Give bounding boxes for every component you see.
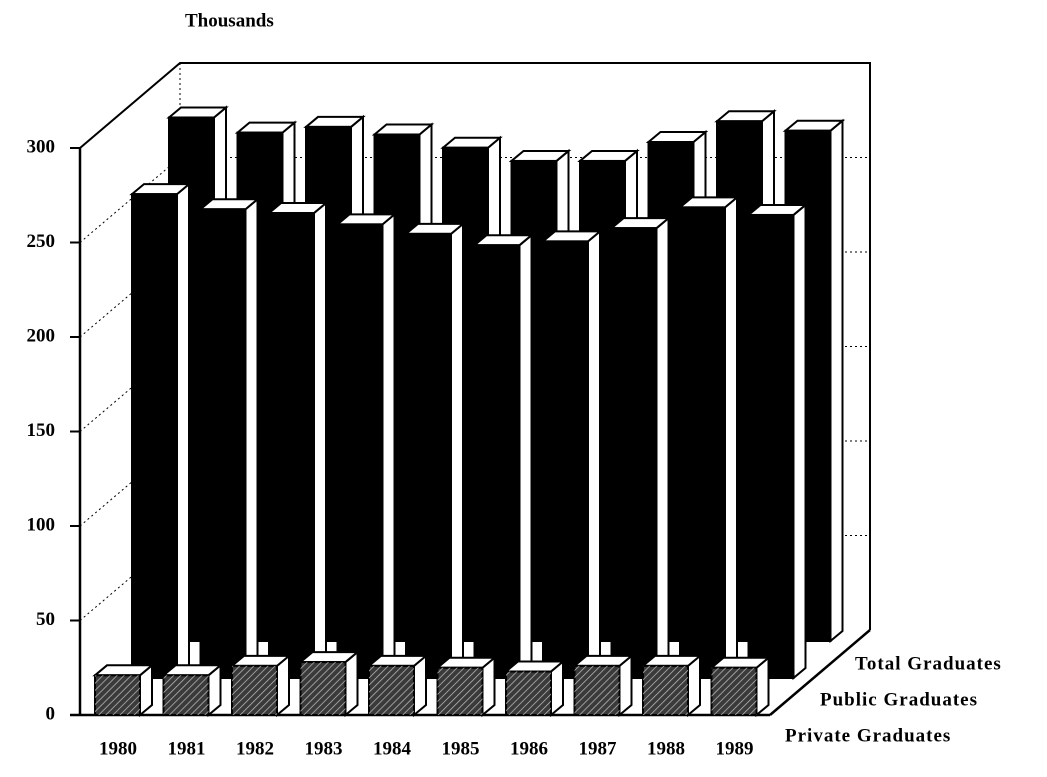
bar-hatch <box>300 662 346 715</box>
bar <box>229 653 292 718</box>
y-tick-label: 200 <box>27 325 56 346</box>
bar-front <box>131 193 178 679</box>
bar-front <box>679 206 726 679</box>
bar <box>471 233 535 681</box>
bar-side <box>724 195 738 681</box>
bar <box>129 182 192 681</box>
grid-line <box>79 62 181 149</box>
bar-side <box>381 212 396 681</box>
bar <box>745 202 809 681</box>
x-tick-label: 1980 <box>99 738 137 759</box>
y-tick-label: 150 <box>27 420 56 441</box>
y-axis-label: Thousands <box>185 10 274 31</box>
bar <box>403 221 466 681</box>
bar-hatch <box>95 675 140 715</box>
bar-front <box>747 213 795 679</box>
bar <box>540 229 603 681</box>
x-tick-label: 1983 <box>305 738 343 759</box>
bar-front <box>199 208 247 679</box>
y-tick-label: 50 <box>36 609 55 630</box>
bar <box>640 653 703 718</box>
bar-hatch <box>711 667 757 715</box>
bar <box>503 659 566 718</box>
bar <box>366 653 429 718</box>
bar-side <box>829 118 844 644</box>
bar <box>434 655 498 718</box>
x-tick-label: 1982 <box>236 738 274 759</box>
bar-front <box>542 240 589 679</box>
y-tick-label: 0 <box>46 703 56 724</box>
bar-side <box>655 216 670 681</box>
series-label: Total Graduates <box>855 653 1002 674</box>
x-tick-label: 1987 <box>579 738 618 759</box>
grid-line <box>79 346 181 432</box>
x-tick-label: 1984 <box>373 738 412 759</box>
bar <box>608 216 672 681</box>
bar-side <box>792 202 807 681</box>
bar <box>677 195 740 681</box>
y-tick-label: 300 <box>27 136 56 157</box>
bar <box>197 197 261 681</box>
bar <box>92 663 155 718</box>
bar-front <box>336 223 384 679</box>
x-tick-label: 1989 <box>716 738 754 759</box>
bar-hatch <box>369 665 414 715</box>
x-tick-label: 1985 <box>442 738 480 759</box>
grid-line <box>79 440 181 527</box>
grid-line <box>79 157 181 243</box>
bar-side <box>518 233 533 681</box>
x-tick-label: 1981 <box>168 738 206 759</box>
floor-right <box>769 629 871 716</box>
grid-line <box>79 535 181 621</box>
bar-hatch <box>163 675 209 715</box>
bar-front <box>405 232 452 679</box>
bar <box>708 655 772 718</box>
bar <box>160 663 224 718</box>
x-tick-label: 1988 <box>647 738 685 759</box>
series-label: Private Graduates <box>785 725 951 746</box>
bar-side <box>244 197 259 681</box>
bar-hatch <box>643 665 688 715</box>
bar-hatch <box>232 665 277 715</box>
bar <box>297 649 361 718</box>
bar-front <box>610 227 658 679</box>
bar <box>571 653 635 718</box>
bar-side <box>587 229 601 681</box>
y-tick-label: 100 <box>27 514 56 535</box>
bar-side <box>176 182 190 681</box>
bar-hatch <box>437 667 483 715</box>
bar-side <box>450 221 464 681</box>
bar-hatch <box>506 671 551 715</box>
grid-line <box>79 251 181 338</box>
y-tick-label: 250 <box>27 231 56 252</box>
bar-side <box>313 200 327 681</box>
x-tick-label: 1986 <box>510 738 548 759</box>
bar-front <box>473 244 521 679</box>
bar-hatch <box>574 665 620 715</box>
bar <box>266 200 329 681</box>
bar <box>334 212 398 681</box>
bar-front <box>268 212 315 679</box>
series-label: Public Graduates <box>820 689 978 710</box>
